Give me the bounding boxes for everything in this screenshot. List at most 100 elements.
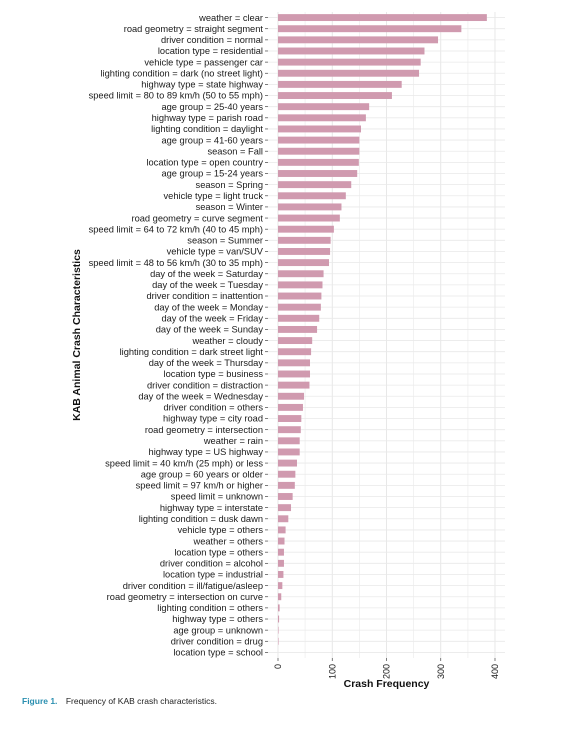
bar <box>278 493 293 500</box>
bar <box>278 25 462 33</box>
y-tick-label: driver condition = normal <box>161 35 263 45</box>
bar <box>278 604 280 612</box>
bar <box>278 170 358 177</box>
y-tick-label: lighting condition = others <box>157 603 263 613</box>
figure-label: Figure 1. <box>22 696 58 706</box>
y-tick-label: vehicle type = light truck <box>164 191 264 201</box>
y-tick-label: age group = 15-24 years <box>161 169 263 179</box>
y-tick-label: highway type = others <box>172 614 263 624</box>
bar <box>278 593 282 601</box>
bar <box>278 158 359 166</box>
y-tick-label: driver condition = others <box>164 403 264 413</box>
y-tick-label: lighting condition = dark (no street lig… <box>100 68 263 78</box>
bar <box>278 559 284 567</box>
bar <box>278 203 342 211</box>
bar <box>278 526 286 534</box>
figure-caption: Figure 1. Frequency of KAB crash charact… <box>22 696 217 706</box>
bar <box>278 147 360 155</box>
bar <box>278 314 320 322</box>
bar <box>278 14 487 22</box>
bars <box>278 14 487 645</box>
bar <box>278 136 360 144</box>
y-tick-label: season = Winter <box>196 202 263 212</box>
y-tick-label: weather = clear <box>198 13 263 23</box>
y-tick-label: vehicle type = passenger car <box>144 57 263 67</box>
bar <box>278 348 312 356</box>
bar <box>278 459 297 467</box>
bar <box>278 437 300 445</box>
bar <box>278 181 352 189</box>
y-tick-label: speed limit = 40 km/h (25 mph) or less <box>105 458 263 468</box>
y-tick-label: weather = rain <box>203 436 263 446</box>
bar <box>278 426 301 434</box>
x-axis-title: Crash Frequency <box>344 678 430 690</box>
bar <box>278 448 300 456</box>
y-tick-label: location type = business <box>164 369 264 379</box>
y-tick-label: age group = 25-40 years <box>161 102 263 112</box>
y-tick-label: day of the week = Wednesday <box>138 391 263 401</box>
y-tick-label: speed limit = 64 to 72 km/h (40 to 45 mp… <box>89 224 263 234</box>
bar <box>278 303 321 311</box>
bar <box>278 381 310 389</box>
y-tick-label: location type = school <box>173 648 263 658</box>
y-tick-label: day of the week = Tuesday <box>152 280 263 290</box>
bar <box>278 236 331 244</box>
bar <box>278 504 292 512</box>
bar <box>278 225 334 233</box>
bar <box>278 192 346 200</box>
bar <box>278 571 284 578</box>
y-tick-label: road geometry = curve segment <box>131 213 263 223</box>
y-tick-label: highway type = city road <box>163 414 263 424</box>
y-tick-label: day of the week = Thursday <box>149 358 264 368</box>
y-tick-label: location type = open country <box>146 158 263 168</box>
y-tick-label: lighting condition = daylight <box>151 124 263 134</box>
bar <box>278 292 322 300</box>
y-tick-label: highway type = state highway <box>141 80 263 90</box>
x-tick-label: 0 <box>273 664 283 669</box>
y-tick-label: day of the week = Saturday <box>150 269 263 279</box>
bar <box>278 515 289 523</box>
bar <box>278 537 285 545</box>
y-tick-label: driver condition = inattention <box>146 291 263 301</box>
bar <box>278 337 313 345</box>
bar <box>278 58 421 66</box>
y-tick-label: lighting condition = dusk dawn <box>139 514 263 524</box>
y-tick-label: season = Summer <box>187 236 263 246</box>
x-tick-label: 300 <box>436 664 446 679</box>
y-tick-label: season = Fall <box>207 146 263 156</box>
bar <box>278 548 284 556</box>
y-tick-label: speed limit = 80 to 89 km/h (50 to 55 mp… <box>89 91 263 101</box>
bar <box>278 370 311 378</box>
figure-caption-text: Frequency of KAB crash characteristics. <box>65 696 217 706</box>
y-tick-label: road geometry = straight segment <box>124 24 264 34</box>
x-tick-label: 400 <box>490 664 500 679</box>
y-tick-label: highway type = US highway <box>149 447 264 457</box>
y-tick-label: location type = industrial <box>163 570 263 580</box>
y-tick-label: road geometry = intersection on curve <box>107 592 263 602</box>
y-tick-label: day of the week = Monday <box>154 302 263 312</box>
y-tick-label: driver condition = drug <box>171 636 263 646</box>
bar <box>278 481 295 489</box>
bar <box>278 47 425 55</box>
bar <box>278 615 280 623</box>
bar <box>278 470 296 478</box>
bar <box>278 92 392 99</box>
bar <box>278 259 329 267</box>
bar <box>278 415 302 422</box>
y-tick-label: driver condition = alcohol <box>160 559 263 569</box>
bar <box>278 69 420 77</box>
y-tick-label: age group = unknown <box>173 625 263 635</box>
y-tick-label: speed limit = 97 km/h or higher <box>136 481 263 491</box>
y-tick-label: age group = 60 years or older <box>141 469 263 479</box>
y-tick-label: driver condition = ill/fatigue/asleep <box>123 581 263 591</box>
y-tick-label: speed limit = 48 to 56 km/h (30 to 35 mp… <box>89 258 263 268</box>
bar <box>278 403 303 411</box>
y-tick-label: day of the week = Sunday <box>156 325 264 335</box>
y-axis-title: KAB Animal Crash Characteristics <box>71 249 83 421</box>
bar <box>278 281 323 289</box>
bar <box>278 270 324 278</box>
x-tick-labels: 0 100 200 300 400 <box>273 658 500 679</box>
y-tick-label: location type = residential <box>158 46 263 56</box>
